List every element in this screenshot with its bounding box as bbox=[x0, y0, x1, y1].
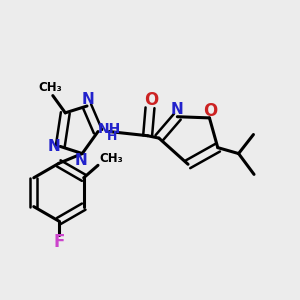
Text: F: F bbox=[53, 233, 64, 251]
Text: O: O bbox=[144, 92, 159, 110]
Text: N: N bbox=[47, 139, 60, 154]
Text: O: O bbox=[203, 102, 218, 120]
Text: N: N bbox=[75, 153, 87, 168]
Text: H: H bbox=[107, 130, 117, 143]
Text: CH₃: CH₃ bbox=[39, 81, 62, 94]
Text: N: N bbox=[170, 102, 183, 117]
Text: CH₃: CH₃ bbox=[99, 152, 123, 165]
Text: NH: NH bbox=[98, 122, 121, 136]
Text: N: N bbox=[81, 92, 94, 107]
